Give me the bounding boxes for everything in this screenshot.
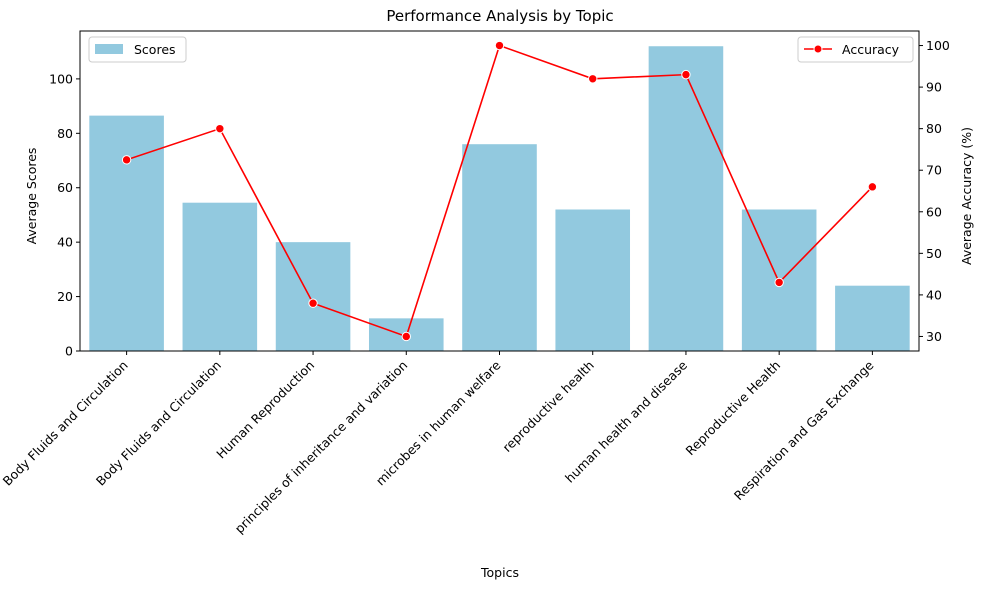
- bars-layer: [89, 46, 910, 351]
- x-tick-label: principles of inheritance and variation: [232, 358, 411, 537]
- score-bar: [182, 202, 258, 351]
- y-right-tick-label: 40: [926, 287, 942, 302]
- accuracy-point: [494, 40, 505, 51]
- x-tick-label: reproductive health: [499, 358, 596, 455]
- y-left-tick-label: 80: [57, 126, 73, 141]
- y-left-tick-label: 0: [65, 344, 73, 359]
- y-right-axis-title: Average Accuracy (%): [959, 127, 974, 265]
- y-right-axis: 30 40 50 60 70 80 90 100: [919, 38, 950, 344]
- score-bar: [89, 115, 164, 351]
- legend-accuracy-box: [797, 36, 914, 63]
- legend-accuracy: Accuracy: [797, 36, 914, 63]
- accuracy-point: [401, 331, 411, 342]
- y-left-axis-title: Average Scores: [24, 148, 39, 245]
- line-layer: [121, 40, 878, 342]
- y-right-tick-label: 60: [926, 204, 942, 219]
- y-right-tick-label: 50: [926, 246, 942, 261]
- accuracy-point: [774, 277, 784, 288]
- x-tick-label: Human Reproduction: [213, 358, 317, 462]
- score-bar: [275, 242, 351, 351]
- x-axis-title: Topics: [480, 565, 519, 580]
- accuracy-point: [681, 69, 691, 80]
- y-left-tick-label: 20: [57, 289, 73, 304]
- score-bar: [835, 285, 910, 351]
- y-left-tick-label: 60: [57, 180, 73, 195]
- accuracy-point: [215, 123, 225, 134]
- y-right-tick-label: 90: [926, 80, 942, 95]
- y-right-tick-label: 30: [926, 329, 942, 344]
- accuracy-point: [121, 155, 132, 165]
- y-right-tick-label: 100: [926, 38, 950, 53]
- chart-title: Performance Analysis by Topic: [386, 7, 613, 25]
- accuracy-point: [308, 298, 318, 308]
- legend-scores: Scores: [88, 36, 187, 63]
- score-bar: [648, 46, 724, 351]
- y-right-tick-label: 80: [926, 121, 942, 136]
- legend-scores-swatch: [95, 44, 123, 54]
- legend-scores-box: [88, 36, 187, 63]
- legend-scores-label: Scores: [134, 42, 176, 57]
- score-bar: [462, 144, 537, 351]
- legend-accuracy-label: Accuracy: [842, 42, 900, 57]
- legend-accuracy-marker: [813, 44, 823, 54]
- x-tick-label: Reproductive Health: [683, 358, 784, 459]
- y-left-tick-label: 40: [57, 235, 73, 250]
- y-left-axis: 0 20 40 60 80 100: [49, 71, 80, 359]
- accuracy-point: [867, 182, 878, 192]
- accuracy-point: [588, 74, 598, 84]
- y-right-tick-label: 70: [926, 163, 942, 178]
- score-bar: [555, 209, 631, 351]
- y-left-tick-label: 100: [49, 71, 73, 86]
